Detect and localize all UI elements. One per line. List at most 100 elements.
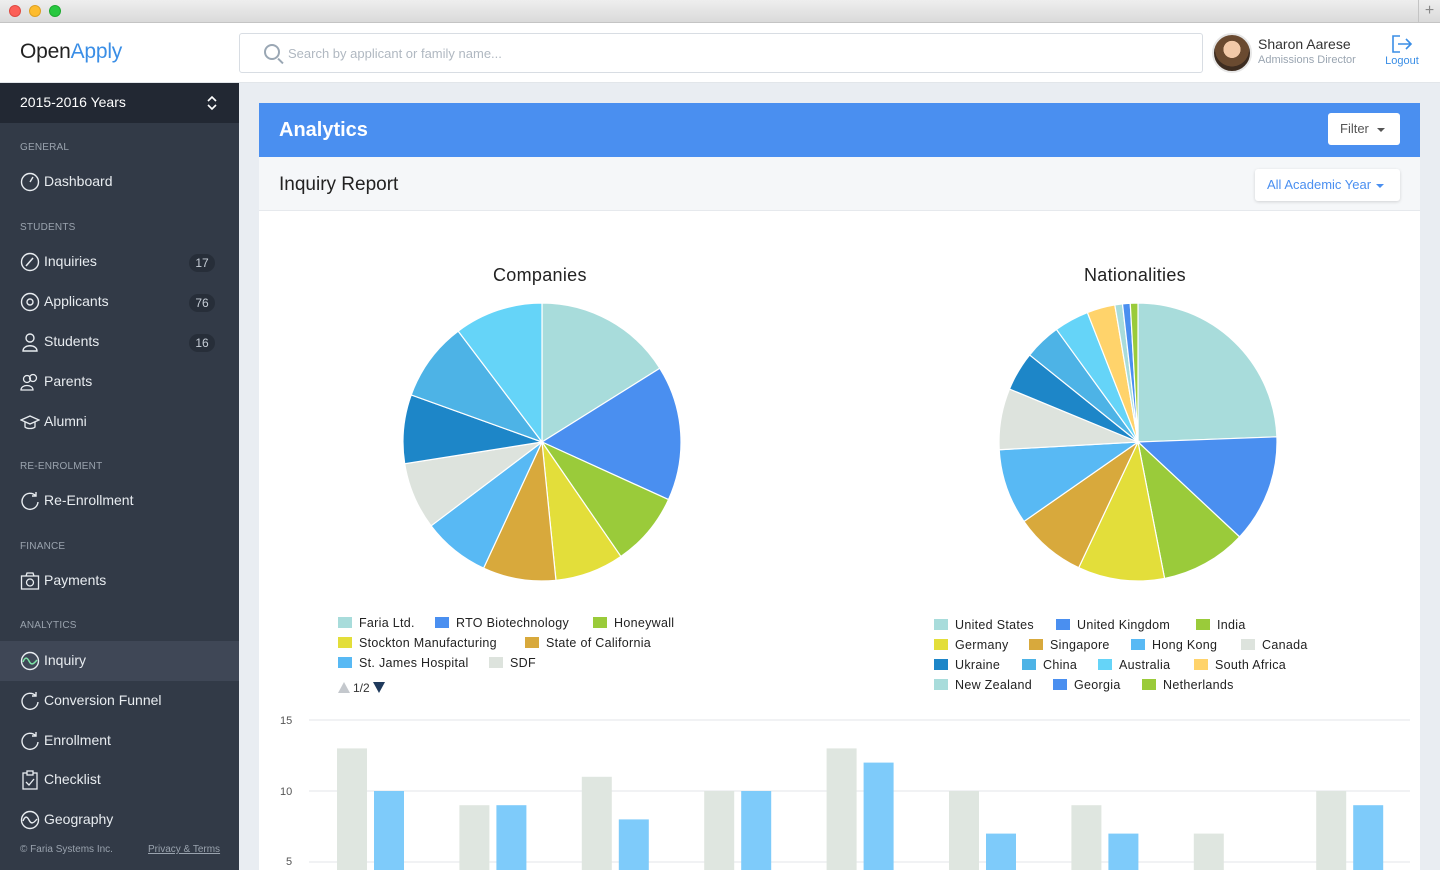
search-input[interactable] (288, 42, 1168, 64)
pie-slice[interactable] (1137, 440, 1241, 580)
sidebar-item-conversion-funnel[interactable]: Conversion Funnel (0, 681, 239, 721)
legend-item[interactable]: Georgia (1053, 678, 1121, 694)
year-selector[interactable]: 2015-2016 Years (0, 83, 239, 123)
legend-prev-icon[interactable] (338, 682, 350, 693)
legend-item[interactable]: United States (934, 618, 1034, 634)
pie-slice[interactable] (457, 302, 543, 444)
user-icon (22, 333, 38, 352)
y-tick-label: 10 (280, 786, 293, 798)
sidebar-item-re-enrollment[interactable]: Re-Enrollment (0, 481, 239, 521)
y-tick-label: 15 (280, 715, 293, 727)
bar[interactable] (581, 776, 612, 870)
window-close-button[interactable] (9, 5, 21, 17)
legend-item[interactable]: South Africa (1194, 658, 1286, 674)
legend-item[interactable]: New Zealand (934, 678, 1032, 694)
bar[interactable] (826, 748, 857, 870)
academic-year-dropdown[interactable]: All Academic Year (1255, 169, 1400, 201)
legend-item[interactable]: Ukraine (934, 658, 1000, 674)
bar[interactable] (741, 791, 772, 870)
sidebar-item-label: Dashboard (44, 173, 113, 189)
legend-next-icon[interactable] (372, 682, 385, 693)
pie-slice[interactable] (541, 302, 661, 444)
legend-item[interactable]: Australia (1098, 658, 1170, 674)
window-minimize-button[interactable] (29, 5, 41, 17)
nationalities-pie-chart (998, 302, 1278, 582)
filter-button[interactable]: Filter (1328, 113, 1400, 145)
legend-item[interactable]: St. James Hospital (338, 656, 469, 672)
count-badge: 76 (189, 294, 215, 312)
report-title: Inquiry Report (279, 174, 399, 195)
bar[interactable] (337, 748, 367, 870)
legend-item[interactable]: Canada (1241, 638, 1308, 654)
bar[interactable] (1193, 833, 1224, 870)
bar[interactable] (496, 805, 527, 870)
sidebar-item-applicants[interactable]: Applicants 76 (0, 282, 239, 322)
legend-item[interactable]: Stockton Manufacturing (338, 636, 497, 652)
inquiry-bar-chart (309, 719, 1410, 870)
refresh-icon (21, 732, 39, 751)
camera-icon (20, 572, 40, 590)
bar[interactable] (986, 833, 1016, 870)
pie-slice[interactable] (410, 330, 544, 444)
sidebar-item-label: Inquiry (44, 652, 87, 668)
section-general: GENERAL (20, 142, 70, 153)
legend-item[interactable]: Netherlands (1142, 678, 1234, 694)
bar[interactable] (949, 791, 979, 870)
sidebar-item-parents[interactable]: Parents (0, 362, 239, 402)
legend-item[interactable]: State of California (525, 636, 651, 652)
app-logo[interactable]: OpenApply (20, 40, 123, 63)
legend-item[interactable]: Germany (934, 638, 1009, 654)
bar[interactable] (459, 805, 490, 870)
sidebar-item-students[interactable]: Students 16 (0, 322, 239, 362)
pie-slice[interactable] (540, 367, 682, 501)
sidebar-item-label: Applicants (44, 293, 109, 309)
legend-swatch (1098, 659, 1112, 670)
bar[interactable] (863, 762, 894, 870)
legend-item[interactable]: Faria Ltd. (338, 616, 415, 632)
pencil-icon (20, 252, 40, 272)
pie-slice[interactable] (1129, 302, 1139, 443)
legend-item[interactable]: RTO Biotechnology (435, 616, 569, 632)
legend-item[interactable]: China (1022, 658, 1077, 674)
sidebar-item-alumni[interactable]: Alumni (0, 402, 239, 442)
sidebar-item-label: Enrollment (44, 732, 111, 748)
legend-swatch (1142, 679, 1156, 690)
bar[interactable] (374, 791, 404, 870)
sidebar-item-inquiries[interactable]: Inquiries 17 (0, 242, 239, 282)
new-tab-button[interactable]: + (1418, 0, 1440, 23)
legend-item[interactable]: Honeywall (593, 616, 674, 632)
legend-item[interactable]: SDF (489, 656, 536, 672)
clipboard-icon (22, 770, 38, 790)
logout-label: Logout (1385, 55, 1419, 67)
legend-item[interactable]: Hong Kong (1131, 638, 1217, 654)
sidebar-item-geography[interactable]: Geography (0, 800, 239, 840)
sidebar-item-checklist[interactable]: Checklist (0, 760, 239, 800)
search-icon (264, 44, 280, 60)
bar[interactable] (618, 819, 649, 870)
search-box[interactable] (239, 33, 1203, 73)
sidebar-item-payments[interactable]: Payments (0, 561, 239, 601)
sidebar-item-dashboard[interactable]: Dashboard (0, 162, 239, 202)
legend-item[interactable]: India (1196, 618, 1246, 634)
pie-slice[interactable] (1136, 436, 1278, 538)
section-reenrolment: RE-ENROLMENT (20, 461, 103, 472)
bar[interactable] (1071, 805, 1102, 870)
bar[interactable] (1108, 833, 1139, 870)
window-zoom-button[interactable] (49, 5, 61, 17)
pie-slice[interactable] (1137, 302, 1278, 443)
sidebar-item-enrollment[interactable]: Enrollment (0, 721, 239, 761)
window-titlebar: + (0, 0, 1440, 23)
pie-slice[interactable] (1077, 440, 1166, 582)
bar[interactable] (1316, 791, 1347, 870)
logout-button[interactable]: Logout (1380, 35, 1424, 75)
sidebar-item-label: Alumni (44, 413, 87, 429)
legend-item[interactable]: United Kingdom (1056, 618, 1170, 634)
sidebar-item-inquiry[interactable]: Inquiry (0, 641, 239, 681)
privacy-terms-link[interactable]: Privacy & Terms (148, 844, 221, 855)
avatar[interactable] (1212, 33, 1252, 73)
legend-swatch (1056, 619, 1070, 630)
legend-page-label: 1/2 (353, 681, 370, 695)
legend-item[interactable]: Singapore (1029, 638, 1110, 654)
bar[interactable] (1353, 805, 1384, 870)
bar[interactable] (704, 791, 735, 870)
